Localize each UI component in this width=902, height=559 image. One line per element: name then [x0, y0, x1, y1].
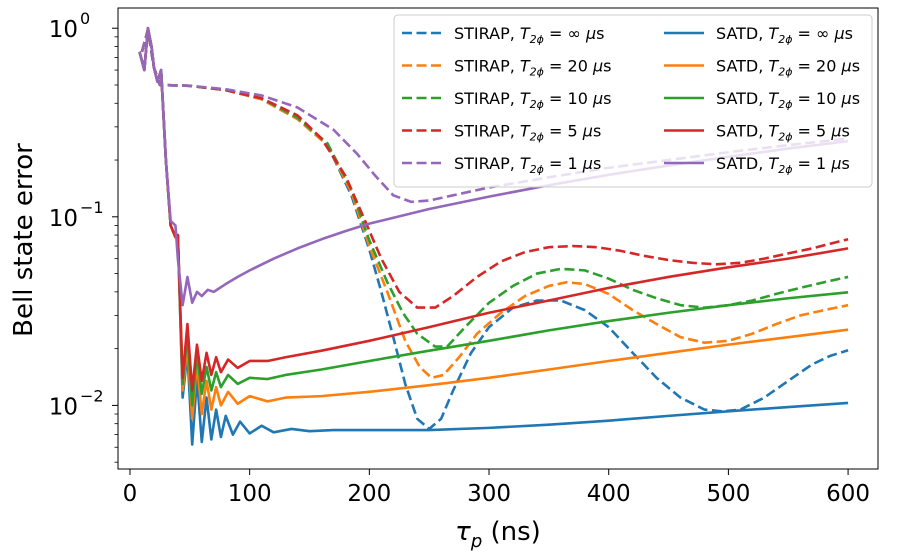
y-tick-exponent: −1 [80, 198, 104, 217]
x-tick-label: 600 [826, 481, 870, 507]
y-axis-label: Bell state error [9, 143, 39, 337]
legend-label: STIRAP, T2ϕ = 5 μs [454, 122, 601, 144]
legend: STIRAP, T2ϕ = ∞ μs STIRAP, T2ϕ = 20 μs STI… [393, 14, 873, 188]
x-tick-label: 100 [228, 481, 272, 507]
y-tick-exponent: −2 [80, 386, 104, 405]
y-tick-label: 10 [49, 394, 78, 420]
x-tick-label: 500 [706, 481, 750, 507]
legend-label: SATD, T2ϕ = 20 μs [716, 57, 860, 79]
legend-label: SATD, T2ϕ = 5 μs [716, 122, 850, 144]
x-tick-label: 200 [347, 481, 391, 507]
series-line-stirap-5 [140, 28, 849, 309]
legend-label: STIRAP, T2ϕ = 20 μs [454, 57, 612, 79]
x-axis: 0 100 200 300 400 500 600 [123, 469, 870, 507]
y-tick-label: 10 [49, 206, 78, 232]
legend-label: STIRAP, T2ϕ = 1 μs [454, 154, 601, 176]
x-axis-label: τp (ns) [455, 517, 541, 552]
y-tick-label: 10 [49, 17, 78, 43]
legend-box [393, 14, 873, 188]
y-tick-exponent: 0 [80, 9, 90, 28]
legend-label: SATD, T2ϕ = ∞ μs [716, 24, 853, 46]
x-tick-label: 0 [123, 481, 138, 507]
legend-label: STIRAP, T2ϕ = 10 μs [454, 89, 612, 111]
x-tick-label: 400 [587, 481, 631, 507]
series-line-satd-1 [138, 26, 849, 307]
x-tick-label: 300 [467, 481, 511, 507]
plot-frame [117, 7, 879, 470]
legend-label: STIRAP, T2ϕ = ∞ μs [454, 24, 604, 46]
legend-label: SATD, T2ϕ = 1 μs [716, 154, 850, 176]
legend-label: SATD, T2ϕ = 10 μs [716, 89, 860, 111]
